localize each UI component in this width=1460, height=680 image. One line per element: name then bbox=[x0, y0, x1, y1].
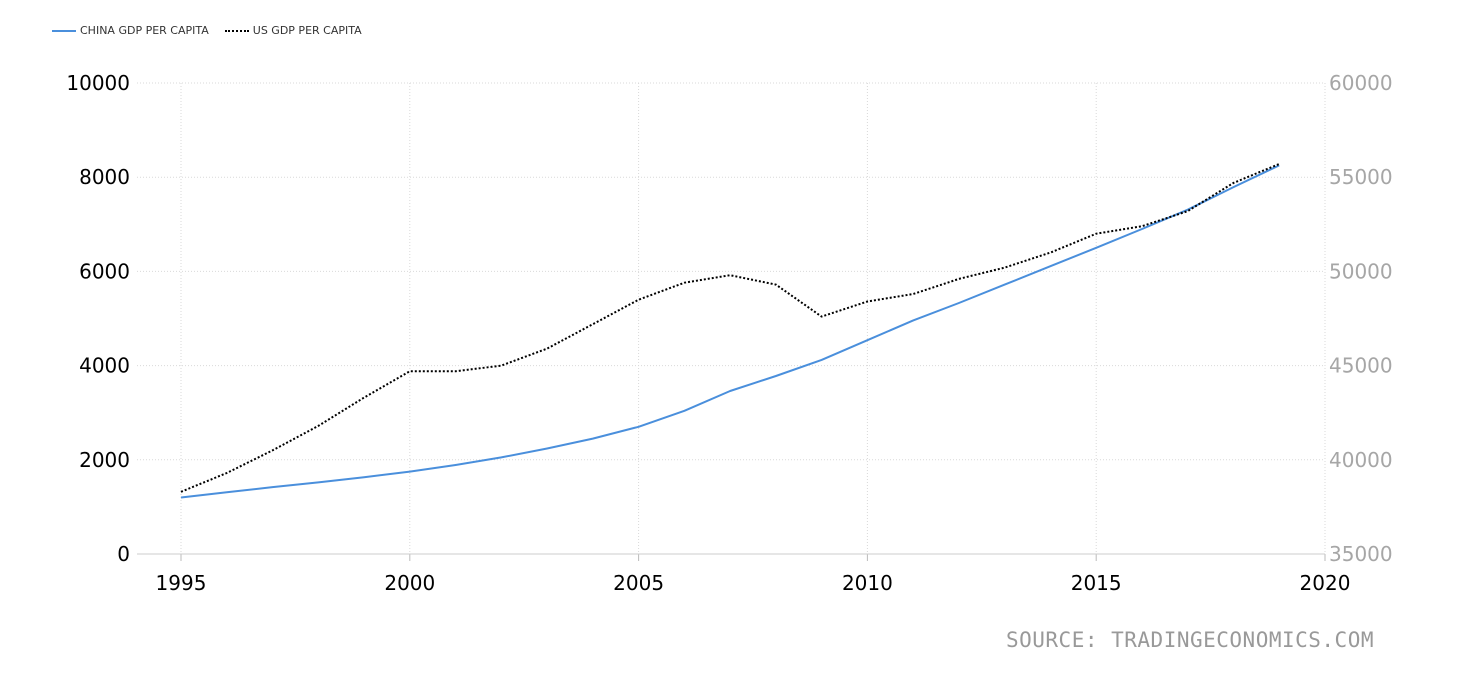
legend-swatch-china bbox=[52, 29, 76, 32]
y-right-tick-label: 45000 bbox=[1329, 354, 1393, 378]
y-left-tick-label: 0 bbox=[117, 542, 130, 566]
legend: CHINA GDP PER CAPITA US GDP PER CAPITA bbox=[52, 24, 378, 37]
x-tick-label: 1995 bbox=[156, 571, 207, 595]
x-tick-label: 2000 bbox=[384, 571, 435, 595]
x-tick-label: 2005 bbox=[613, 571, 664, 595]
y-left-tick-label: 4000 bbox=[79, 354, 130, 378]
legend-swatch-us bbox=[224, 29, 249, 32]
source-label: SOURCE: TRADINGECONOMICS.COM bbox=[1005, 628, 1374, 652]
series-line-us bbox=[180, 163, 1280, 493]
y-right-tick-label: 40000 bbox=[1329, 448, 1393, 472]
legend-item-china[interactable]: CHINA GDP PER CAPITA bbox=[52, 24, 209, 37]
y-left-tick-label: 6000 bbox=[79, 259, 130, 283]
legend-label-us: US GDP PER CAPITA bbox=[252, 24, 362, 37]
legend-label-china: CHINA GDP PER CAPITA bbox=[80, 24, 209, 37]
y-right-tick-label: 55000 bbox=[1329, 165, 1393, 189]
y-right-tick-label: 50000 bbox=[1329, 259, 1393, 283]
x-tick-label: 2015 bbox=[1071, 571, 1122, 595]
y-right-tick-label: 60000 bbox=[1329, 71, 1393, 95]
x-tick-label: 2010 bbox=[842, 571, 893, 595]
x-tick-label: 2020 bbox=[1300, 571, 1351, 595]
y-left-tick-label: 2000 bbox=[79, 448, 130, 472]
y-left-tick-label: 10000 bbox=[66, 71, 130, 95]
series-line-china bbox=[180, 164, 1280, 499]
legend-item-us[interactable]: US GDP PER CAPITA bbox=[224, 24, 362, 37]
y-right-tick-label: 35000 bbox=[1329, 542, 1393, 566]
y-left-tick-label: 8000 bbox=[79, 165, 130, 189]
